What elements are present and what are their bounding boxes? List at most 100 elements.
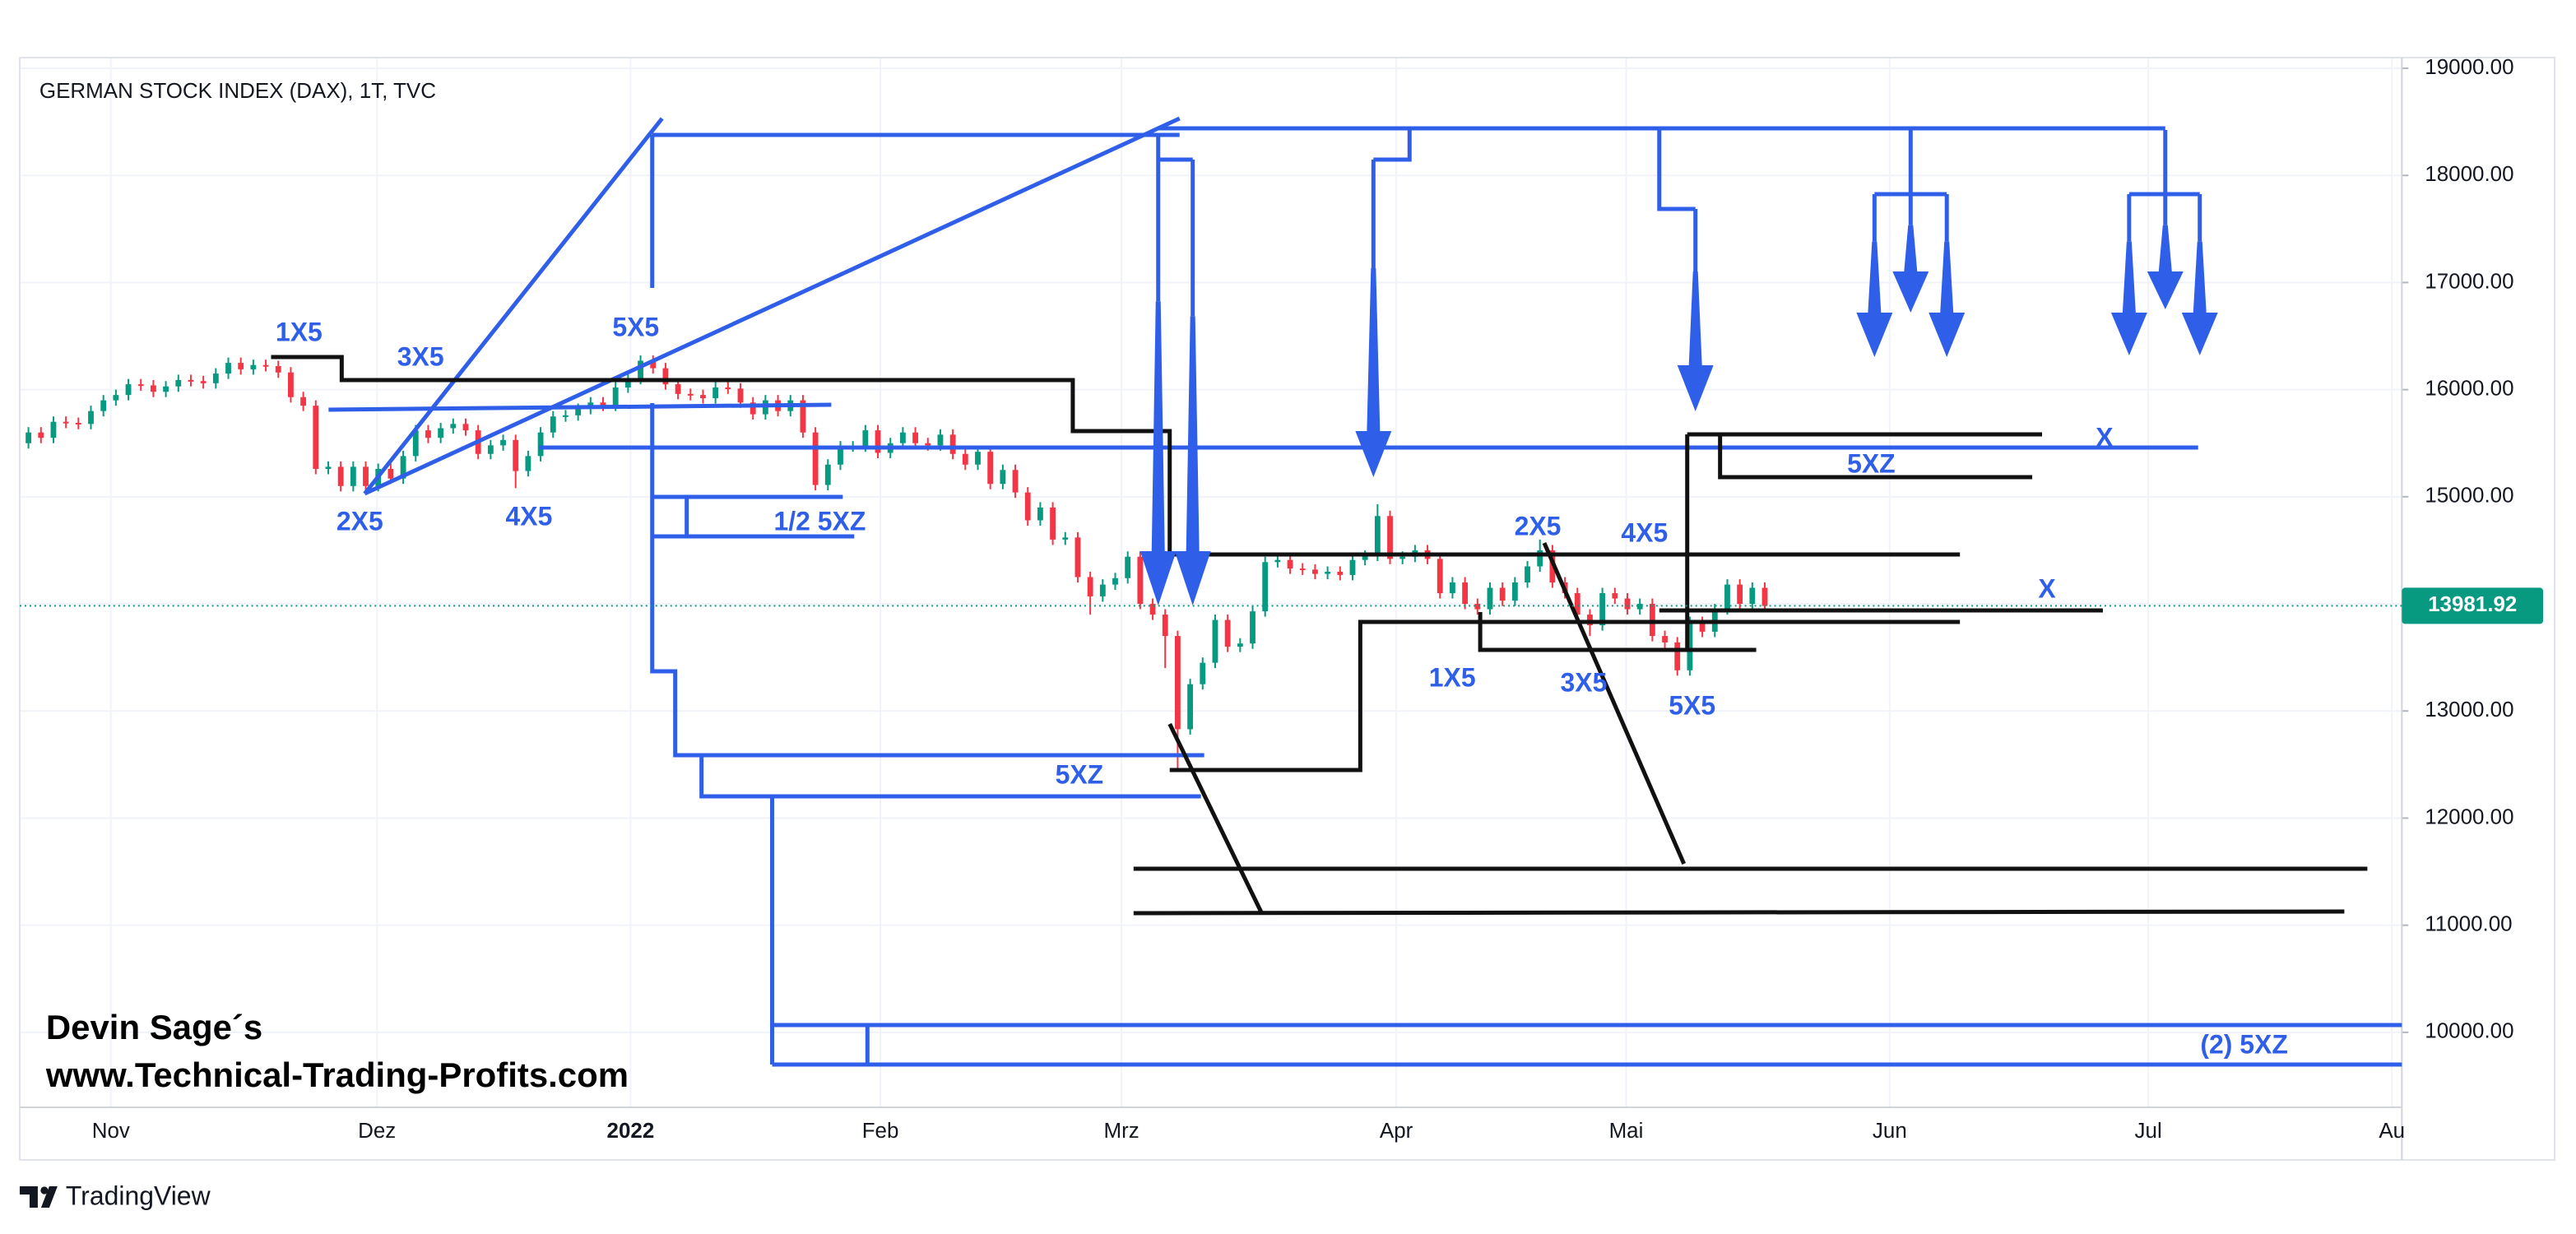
candle-body xyxy=(824,464,831,485)
candle-body xyxy=(563,415,569,417)
arrow xyxy=(2147,225,2184,309)
candle-body xyxy=(1749,587,1756,605)
x-tick-label: Jul xyxy=(2135,1118,2162,1143)
candle-body xyxy=(912,432,918,443)
arrow xyxy=(2110,241,2147,355)
candle-body xyxy=(38,432,44,438)
candle-body xyxy=(1699,622,1706,632)
candle-body xyxy=(1200,662,1206,684)
candle-body xyxy=(899,432,906,443)
candle-body xyxy=(50,421,57,438)
candle-body xyxy=(450,424,457,429)
candle-body xyxy=(1137,556,1144,605)
candle-body xyxy=(350,466,356,486)
candle-body xyxy=(624,378,631,388)
arrows xyxy=(1139,135,2218,605)
arrow xyxy=(1677,271,1714,411)
candle-body xyxy=(400,456,406,479)
candle-body xyxy=(262,364,269,367)
x-tick-label: Mai xyxy=(1609,1118,1644,1143)
candle-body xyxy=(250,364,257,369)
candle-body xyxy=(1224,619,1231,647)
annotation: X xyxy=(2038,573,2056,603)
candle-body xyxy=(838,446,843,465)
x-tick-label: Mrz xyxy=(1103,1118,1139,1143)
candle-body xyxy=(750,402,756,415)
annotation: 1X5 xyxy=(1429,662,1476,692)
candle-body xyxy=(1237,643,1243,647)
candle-body xyxy=(1761,587,1768,606)
candle-body xyxy=(1487,587,1493,610)
candle-body xyxy=(1349,559,1356,575)
black-line xyxy=(1718,434,2033,480)
candle-body xyxy=(1450,582,1455,594)
brand: TradingView xyxy=(66,1181,211,1210)
chart-title: GERMAN STOCK INDEX (DAX), 1T, TVC xyxy=(39,78,436,103)
candle-body xyxy=(662,368,669,385)
annotation: 1X5 xyxy=(276,317,323,346)
trend-line xyxy=(364,116,1181,496)
y-tick-label: 12000.00 xyxy=(2425,804,2513,828)
blue-line xyxy=(1657,130,1696,211)
candle-body xyxy=(425,430,431,438)
candle-body xyxy=(1674,642,1681,670)
candle-body xyxy=(137,384,144,387)
candle-body xyxy=(1250,611,1256,644)
candle-body xyxy=(175,379,182,387)
annotation: (2) 5XZ xyxy=(2200,1029,2288,1059)
candle-body xyxy=(1000,470,1006,485)
candle-body xyxy=(800,400,806,433)
candle-body xyxy=(1687,622,1693,670)
candle-body xyxy=(675,384,681,394)
candle-body xyxy=(288,372,294,397)
candle-body xyxy=(1112,578,1118,585)
arrow xyxy=(1139,301,1177,605)
drawings xyxy=(271,116,2402,1067)
candle-body xyxy=(26,432,32,443)
watermark: Devin Sage´s xyxy=(46,1008,262,1046)
candle-body xyxy=(925,443,931,446)
candle-body xyxy=(75,422,81,424)
candle-body xyxy=(200,381,207,383)
annotation: 4X5 xyxy=(1621,517,1668,547)
candle-body xyxy=(212,373,219,383)
candle-body xyxy=(812,432,819,485)
blue-line xyxy=(650,403,1204,758)
candle-body xyxy=(862,430,869,447)
candle-body xyxy=(975,452,981,465)
x-tick-label: Dez xyxy=(358,1118,396,1143)
candle-body xyxy=(712,387,719,399)
candle-body xyxy=(962,453,968,465)
candle-body xyxy=(1050,507,1056,540)
y-tick-label: 10000.00 xyxy=(2425,1018,2513,1043)
candle-body xyxy=(1612,593,1618,599)
candle-body xyxy=(325,466,332,469)
arrow xyxy=(1174,316,1211,605)
candle-body xyxy=(1125,556,1131,578)
black-line xyxy=(1167,722,1264,915)
candle-body xyxy=(575,409,582,415)
candle-body xyxy=(687,393,694,396)
watermark: www.Technical-Trading-Profits.com xyxy=(45,1055,629,1094)
candle-body xyxy=(1099,584,1106,596)
annotations: 1X5 3X5 5X5 2X5 4X5 1/2 5XZ 5XZ 5XZ X X … xyxy=(276,312,2288,1059)
x-tick-label: Apr xyxy=(1380,1118,1413,1143)
logo-icon xyxy=(19,1186,58,1208)
y-tick-label: 17000.00 xyxy=(2425,268,2513,293)
candle-body xyxy=(1437,559,1443,594)
candle-body xyxy=(513,439,519,471)
candle-body xyxy=(1174,636,1181,730)
candle-body xyxy=(1062,537,1069,540)
candle-body xyxy=(487,445,494,454)
candle-body xyxy=(1325,571,1331,574)
annotation: 2X5 xyxy=(1515,511,1562,540)
last-price-label: 13981.92 xyxy=(2428,591,2517,616)
y-tick-label: 11000.00 xyxy=(2425,911,2512,935)
x-tick-label: 2022 xyxy=(607,1118,655,1143)
candle-body xyxy=(1624,598,1631,610)
candle-body xyxy=(1362,555,1368,560)
y-tick-label: 19000.00 xyxy=(2425,54,2513,79)
black-line xyxy=(271,355,1961,557)
candle-body xyxy=(937,434,944,446)
